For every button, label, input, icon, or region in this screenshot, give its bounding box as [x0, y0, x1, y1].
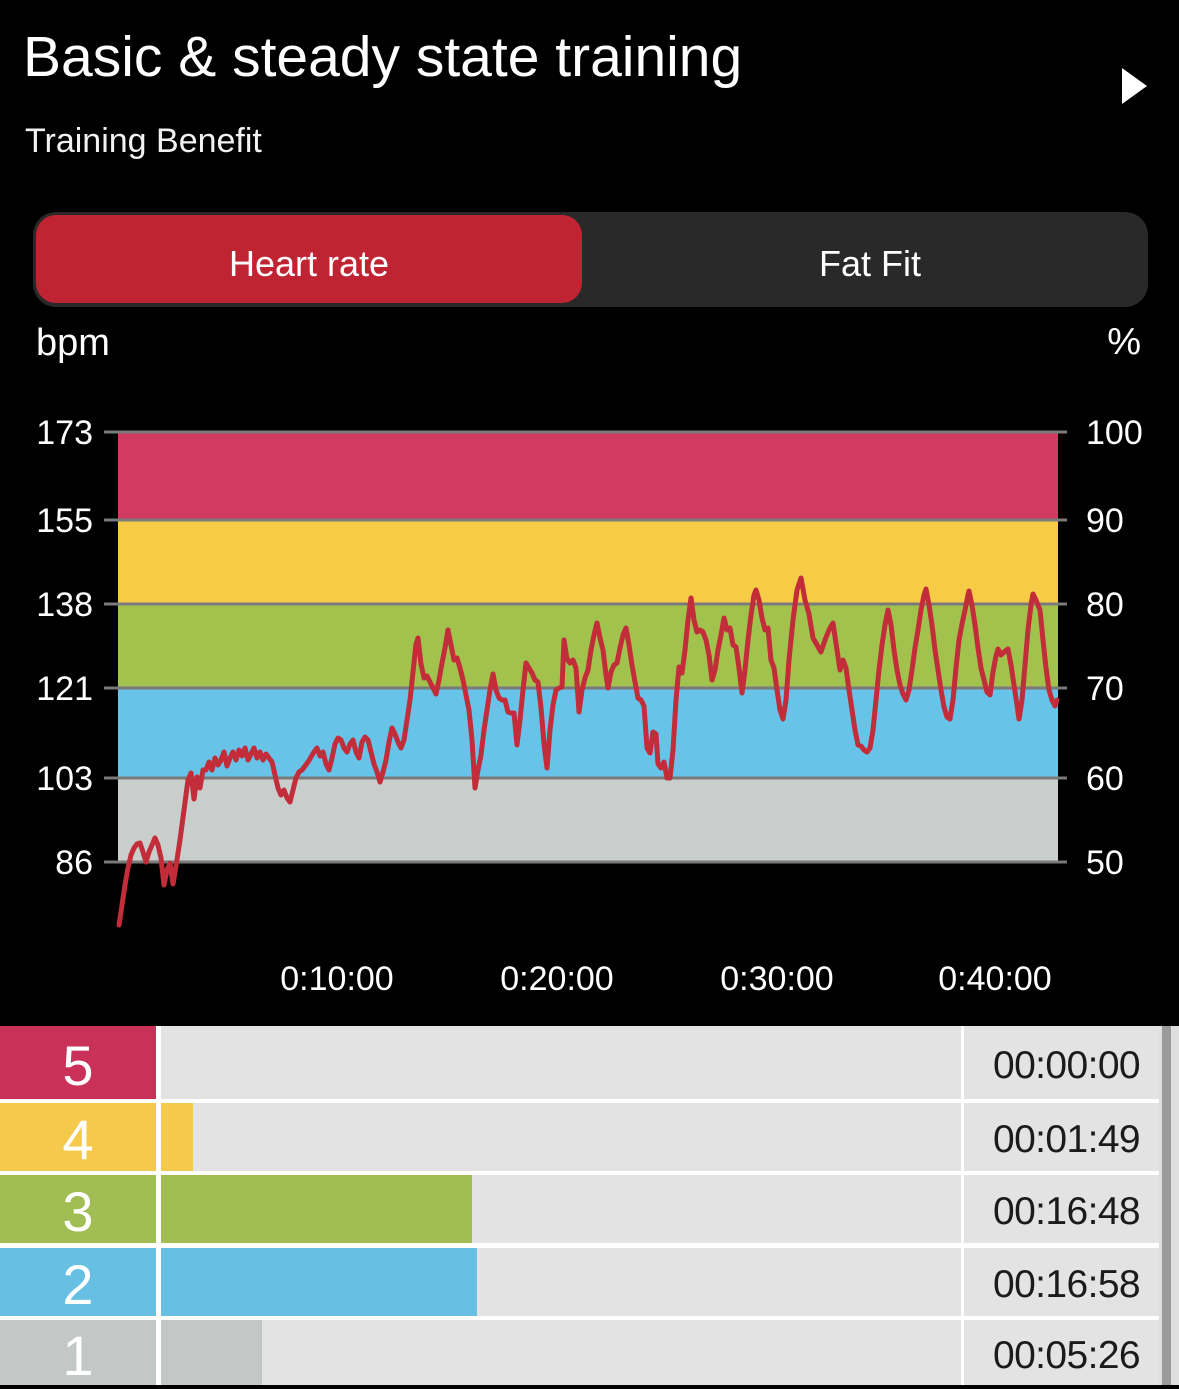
- svg-text:173: 173: [36, 414, 93, 452]
- svg-text:0:40:00: 0:40:00: [938, 960, 1051, 998]
- svg-text:0:20:00: 0:20:00: [500, 960, 613, 998]
- svg-text:60: 60: [1086, 760, 1124, 798]
- svg-text:80: 80: [1086, 586, 1124, 624]
- svg-text:103: 103: [36, 760, 93, 798]
- svg-text:70: 70: [1086, 670, 1124, 708]
- svg-text:155: 155: [36, 502, 93, 540]
- svg-text:50: 50: [1086, 844, 1124, 882]
- svg-text:90: 90: [1086, 502, 1124, 540]
- svg-text:0:10:00: 0:10:00: [280, 960, 393, 998]
- svg-text:100: 100: [1086, 414, 1143, 452]
- svg-text:0:30:00: 0:30:00: [720, 960, 833, 998]
- svg-text:86: 86: [55, 844, 93, 882]
- svg-text:138: 138: [36, 586, 93, 624]
- svg-text:121: 121: [36, 670, 93, 708]
